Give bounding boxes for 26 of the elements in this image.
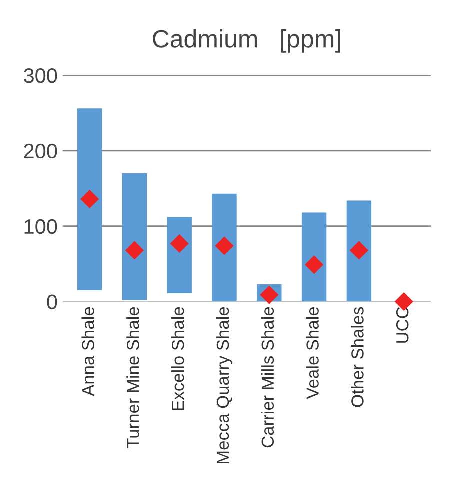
- x-tick-label: Other Shales: [351, 307, 364, 408]
- point: [170, 234, 189, 254]
- bar: [346, 200, 372, 302]
- x-tick-label: Carrier Mills Shale: [261, 307, 274, 448]
- x-tick-label: Excello Shale: [172, 307, 184, 410]
- y-tick-label: 300: [24, 68, 58, 84]
- point: [350, 241, 369, 260]
- y-tick-label: 100: [24, 219, 58, 234]
- bar: [167, 217, 192, 294]
- x-tick-label: Mecca Quarry Shale: [216, 307, 233, 464]
- point: [125, 241, 144, 260]
- bar: [77, 108, 102, 290]
- chart-title: Cadmium [ppm]: [153, 30, 340, 53]
- point: [80, 190, 100, 209]
- x-tick-label: UCC: [396, 307, 409, 343]
- x-tick-label: Turner Mine Shale: [126, 307, 140, 448]
- x-tick-label: Anna Shale: [82, 307, 94, 396]
- bar: [212, 194, 237, 302]
- point: [260, 286, 279, 304]
- point: [304, 256, 324, 274]
- x-tick-label: Veale Shale: [306, 307, 319, 400]
- y-tick-label: 200: [24, 144, 58, 159]
- bar: [122, 174, 148, 300]
- point: [215, 236, 234, 256]
- bar: [302, 212, 327, 302]
- y-tick-label: 0: [47, 294, 58, 310]
